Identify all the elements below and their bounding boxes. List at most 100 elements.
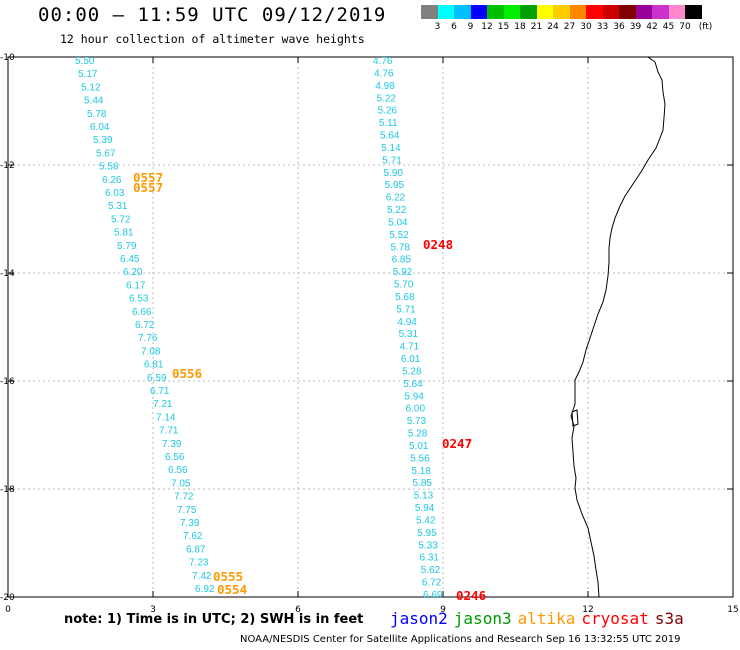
swh-observation: 5.52 — [389, 230, 409, 241]
satellite-legend: jason2 jason3 altika cryosat s3a — [390, 609, 690, 628]
swh-observation: 5.85 — [413, 478, 433, 489]
pass-time-label: 0246 — [456, 588, 486, 603]
swh-observation: 6.92 — [195, 584, 215, 595]
swh-observation: 4.94 — [397, 317, 417, 328]
swh-observation: 5.01 — [409, 441, 429, 452]
swh-observation: 5.79 — [117, 241, 137, 252]
legend-item-jason2: jason2 — [390, 609, 448, 628]
swh-observation: 5.13 — [414, 491, 434, 502]
swh-observation: 6.53 — [129, 294, 149, 305]
colorbar-swatch — [668, 5, 685, 19]
colorbar-label: 42 — [646, 22, 658, 32]
y-tick-label: -18 — [0, 485, 15, 495]
swh-observation: 7.62 — [183, 531, 203, 542]
colorbar-swatch — [569, 5, 586, 19]
swh-observation: 5.73 — [407, 416, 427, 427]
swh-observation: 5.71 — [396, 304, 416, 315]
swh-observation: 7.39 — [162, 439, 182, 450]
x-tick-label: 9 — [440, 605, 446, 615]
colorbar-labels: 3 6 9 12 15 18 21 24 27 30 33 36 39 42 45 70 (ft) — [421, 22, 740, 34]
colorbar-label: (ft) — [698, 22, 713, 32]
swh-observation: 5.81 — [114, 228, 134, 239]
map-frame — [7, 56, 734, 598]
swh-observation: 5.92 — [393, 267, 413, 278]
colorbar-swatch — [685, 5, 702, 19]
colorbar-label: 39 — [629, 22, 642, 32]
pass-time-label: 0556 — [172, 366, 202, 381]
pass-time-label: 0557 — [133, 180, 163, 195]
swh-observation: 5.04 — [388, 217, 408, 228]
swh-observation: 5.56 — [410, 453, 430, 464]
wave-height-colorbar — [421, 5, 702, 19]
swh-observation: 5.58 — [99, 162, 119, 173]
legend-item-s3a: s3a — [654, 609, 684, 628]
swh-observation: 5.17 — [78, 69, 98, 80]
swh-observation: 7.14 — [156, 412, 176, 423]
colorbar-label: 18 — [514, 22, 526, 32]
swh-observation: 7.76 — [138, 333, 158, 344]
colorbar-label: 36 — [613, 22, 625, 32]
swh-observation: 5.94 — [404, 391, 424, 402]
swh-observation: 7.71 — [159, 426, 179, 437]
colorbar-swatch — [602, 5, 619, 19]
y-tick-label: -20 — [0, 593, 15, 603]
colorbar-label: 24 — [547, 22, 559, 32]
note-text: note: 1) Time is in UTC; 2) SWH is in fe… — [64, 612, 364, 627]
swh-observation: 7.39 — [180, 518, 200, 529]
swh-observation: 5.62 — [421, 565, 441, 576]
colorbar-swatch — [503, 5, 520, 19]
swh-observation: 7.05 — [171, 478, 191, 489]
swh-observation: 5.95 — [385, 180, 405, 191]
map-title: 00:00 – 11:59 UTC 09/12/2019 — [38, 4, 387, 26]
swh-observation: 7.21 — [153, 399, 173, 410]
swh-observation: 4.76 — [374, 68, 394, 79]
colorbar-label: 30 — [580, 22, 592, 32]
swh-observation: 6.31 — [420, 553, 440, 564]
swh-observation: 5.31 — [108, 201, 128, 212]
swh-observation: 5.22 — [387, 205, 407, 216]
swh-observation: 5.33 — [418, 540, 438, 551]
colorbar-swatch — [520, 5, 537, 19]
map-subtitle: 12 hour collection of altimeter wave hei… — [60, 32, 365, 46]
swh-observation: 5.18 — [411, 466, 431, 477]
pass-time-label: 0247 — [442, 436, 472, 451]
colorbar-label: 33 — [596, 22, 609, 32]
swh-observation: 6.17 — [126, 280, 146, 291]
swh-observation: 6.72 — [135, 320, 155, 331]
colorbar-label: 12 — [481, 22, 493, 32]
swh-observation: 5.94 — [415, 503, 435, 514]
coastline-bay — [571, 409, 579, 427]
swh-observation: 6.26 — [102, 175, 122, 186]
colorbar-label: 27 — [563, 22, 576, 32]
legend-item-cryosat: cryosat — [581, 609, 649, 628]
colorbar-swatch — [454, 5, 471, 19]
swh-observation: 4.71 — [400, 342, 420, 353]
x-tick-label: 6 — [295, 605, 301, 615]
swh-observation: 5.14 — [381, 143, 401, 154]
swh-observation: 6.81 — [144, 360, 164, 371]
swh-observation: 5.44 — [84, 96, 104, 107]
swh-observation: 6.56 — [165, 452, 185, 463]
swh-observation: 7.42 — [192, 571, 212, 582]
swh-observation: 5.68 — [395, 292, 415, 303]
swh-observation: 5.42 — [416, 515, 436, 526]
legend-item-altika: altika — [517, 609, 576, 628]
colorbar-label: 15 — [497, 22, 510, 32]
swh-observation: 6.85 — [392, 255, 412, 266]
swh-observation: 4.98 — [375, 81, 395, 92]
swh-observation: 6.00 — [406, 404, 426, 415]
colorbar-swatch — [487, 5, 504, 19]
colorbar-label: 21 — [530, 22, 543, 32]
colorbar-swatch — [536, 5, 553, 19]
swh-observation: 6.72 — [422, 578, 442, 589]
swh-observation: 6.56 — [168, 465, 188, 476]
swh-observation: 5.50 — [75, 56, 95, 67]
colorbar-swatch — [553, 5, 570, 19]
swh-observation: 6.87 — [186, 544, 206, 555]
x-tick-label: 15 — [727, 605, 738, 615]
colorbar-label: 70 — [679, 22, 691, 32]
coastline — [570, 56, 666, 598]
colorbar-swatch — [635, 5, 652, 19]
swh-observation: 6.59 — [147, 373, 167, 384]
colorbar-swatch — [421, 5, 438, 19]
